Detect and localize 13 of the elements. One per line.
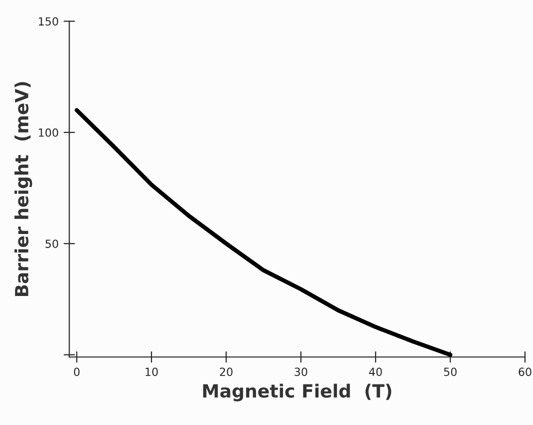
x-tick-label: 10 — [146, 368, 158, 376]
x-tick-label: 20 — [220, 368, 233, 376]
x-tick-label: 60 — [518, 368, 532, 376]
x-tick-label: 40 — [369, 368, 382, 376]
y-tick-label: 150 — [38, 17, 58, 26]
line-series — [74, 108, 452, 357]
y-tick-label: 50 — [46, 240, 58, 248]
x-tick-label: 0 — [74, 368, 80, 376]
x-axis-title: Magnetic Field (T) — [203, 384, 392, 402]
y-tick-label: 100 — [38, 128, 58, 137]
x-tick-label: 50 — [444, 368, 457, 376]
y-axis-title: Barrier height (meV) — [14, 82, 32, 296]
x-tick-label: 30 — [294, 368, 308, 376]
